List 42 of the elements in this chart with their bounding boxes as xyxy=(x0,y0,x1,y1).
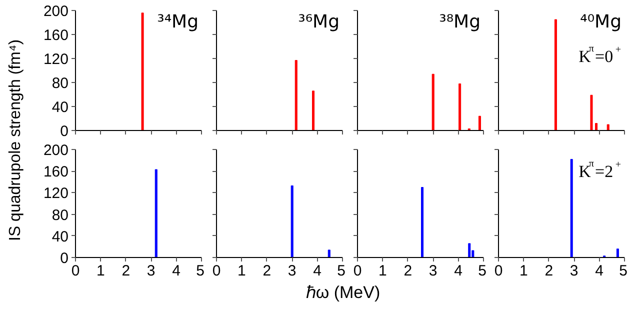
x-tick-label: 0 xyxy=(353,262,362,280)
y-tick-label: 200 xyxy=(43,142,69,159)
x-tick-label: 2 xyxy=(404,262,412,280)
y-axis-title: IS quadrupole strength (fm⁴) xyxy=(6,39,25,241)
x-tick-label: 2 xyxy=(122,262,130,280)
x-tick-label: 5 xyxy=(478,262,486,280)
x-tick-label: 0 xyxy=(494,262,503,280)
y-tick-label: 200 xyxy=(43,3,69,20)
y-tick-label: 40 xyxy=(52,99,69,116)
chart-title: ³⁸Mg xyxy=(439,12,481,32)
y-tick-label: 0 xyxy=(60,123,68,140)
x-axis-title: ℏω (MeV) xyxy=(306,282,380,304)
y-tick-label: 160 xyxy=(43,164,69,181)
x-tick-label: 1 xyxy=(96,262,105,280)
x-tick-label: 1 xyxy=(520,262,528,280)
x-tick-label: 0 xyxy=(212,262,221,280)
x-tick-label: 0 xyxy=(71,262,80,280)
x-tick-label: 1 xyxy=(238,262,246,280)
y-tick-label: 120 xyxy=(43,185,69,202)
x-tick-label: 4 xyxy=(172,262,180,280)
x-tick-label: 4 xyxy=(313,262,322,280)
chart-title: ³⁶Mg xyxy=(298,12,340,32)
chart-title: ⁴⁰Mg xyxy=(580,12,622,32)
x-tick-label: 3 xyxy=(570,262,578,280)
x-tick-label: 4 xyxy=(595,262,604,280)
y-tick-label: 0 xyxy=(60,250,68,267)
x-tick-label: 3 xyxy=(428,262,438,280)
x-tick-label: 3 xyxy=(288,262,296,280)
y-tick-label: 120 xyxy=(43,51,69,68)
x-tick-label: 5 xyxy=(619,262,628,280)
x-tick-label: 3 xyxy=(146,262,156,280)
x-tick-label: 1 xyxy=(378,262,387,280)
y-tick-label: 80 xyxy=(52,75,69,92)
x-tick-label: 2 xyxy=(544,262,554,280)
y-tick-label: 160 xyxy=(43,27,69,44)
y-tick-label: 40 xyxy=(52,228,69,246)
x-tick-label: 4 xyxy=(454,262,462,280)
x-tick-label: 5 xyxy=(196,262,204,280)
chart-title: ³⁴Mg xyxy=(157,12,199,32)
x-tick-label: 2 xyxy=(262,262,272,280)
x-tick-label: 5 xyxy=(337,262,346,280)
y-tick-label: 80 xyxy=(52,206,69,224)
